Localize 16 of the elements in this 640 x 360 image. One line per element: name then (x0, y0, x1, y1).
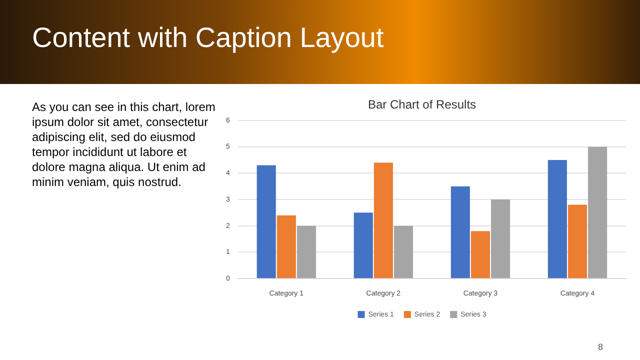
text: 8 (598, 342, 604, 352)
bar (470, 231, 490, 278)
bar (394, 226, 414, 278)
bar (450, 186, 470, 278)
bar (568, 204, 588, 278)
bar (548, 160, 567, 278)
bar (490, 200, 510, 278)
bar (374, 162, 393, 278)
text: Content with Caption Layout (32, 22, 384, 54)
bar (256, 165, 276, 278)
bar (354, 212, 373, 278)
chart-title: Bar Chart of Results (368, 98, 476, 112)
bar (276, 215, 296, 278)
bar (296, 226, 316, 278)
text: As you can see in this chart, lorem ipsum dolor sit amet, consectetur adipiscing elit, sed do eiusmod tempor incididunt ut labore et dolore magna aliqua. Ut enim ad minim veniam, quis nostrud. (32, 100, 216, 190)
bar (588, 146, 608, 278)
